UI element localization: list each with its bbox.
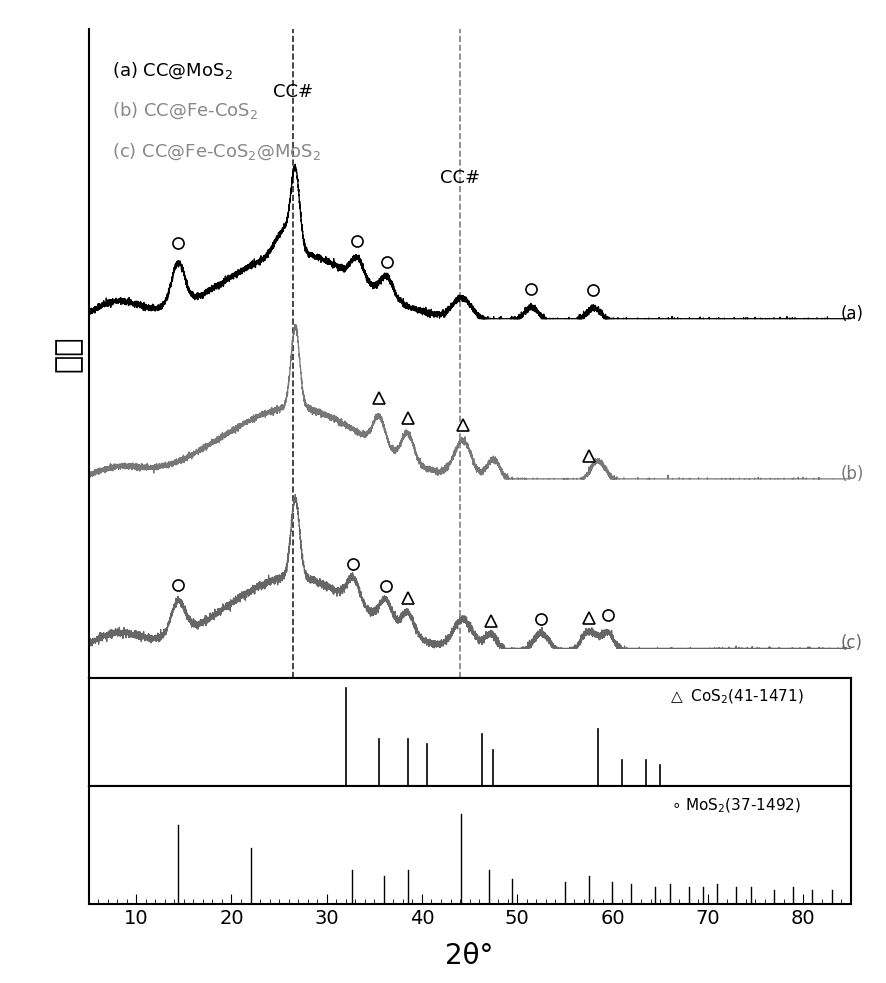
X-axis label: 2θ°: 2θ° [446,942,494,970]
Text: (a): (a) [841,305,864,322]
Text: (c): (c) [841,634,863,653]
Text: CC#: CC# [273,83,314,100]
Text: (b) CC@Fe-CoS$_2$: (b) CC@Fe-CoS$_2$ [113,100,259,121]
Y-axis label: 强度: 强度 [54,335,83,372]
Text: $\circ$ MoS$_2$(37-1492): $\circ$ MoS$_2$(37-1492) [672,797,801,815]
Text: (b): (b) [841,465,865,483]
Text: (c) CC@Fe-CoS$_2$@MoS$_2$: (c) CC@Fe-CoS$_2$@MoS$_2$ [113,142,322,162]
Text: CC#: CC# [440,169,480,187]
Text: $\triangle$ CoS$_2$(41-1471): $\triangle$ CoS$_2$(41-1471) [668,688,804,706]
Text: (a) CC@MoS$_2$: (a) CC@MoS$_2$ [113,60,233,81]
